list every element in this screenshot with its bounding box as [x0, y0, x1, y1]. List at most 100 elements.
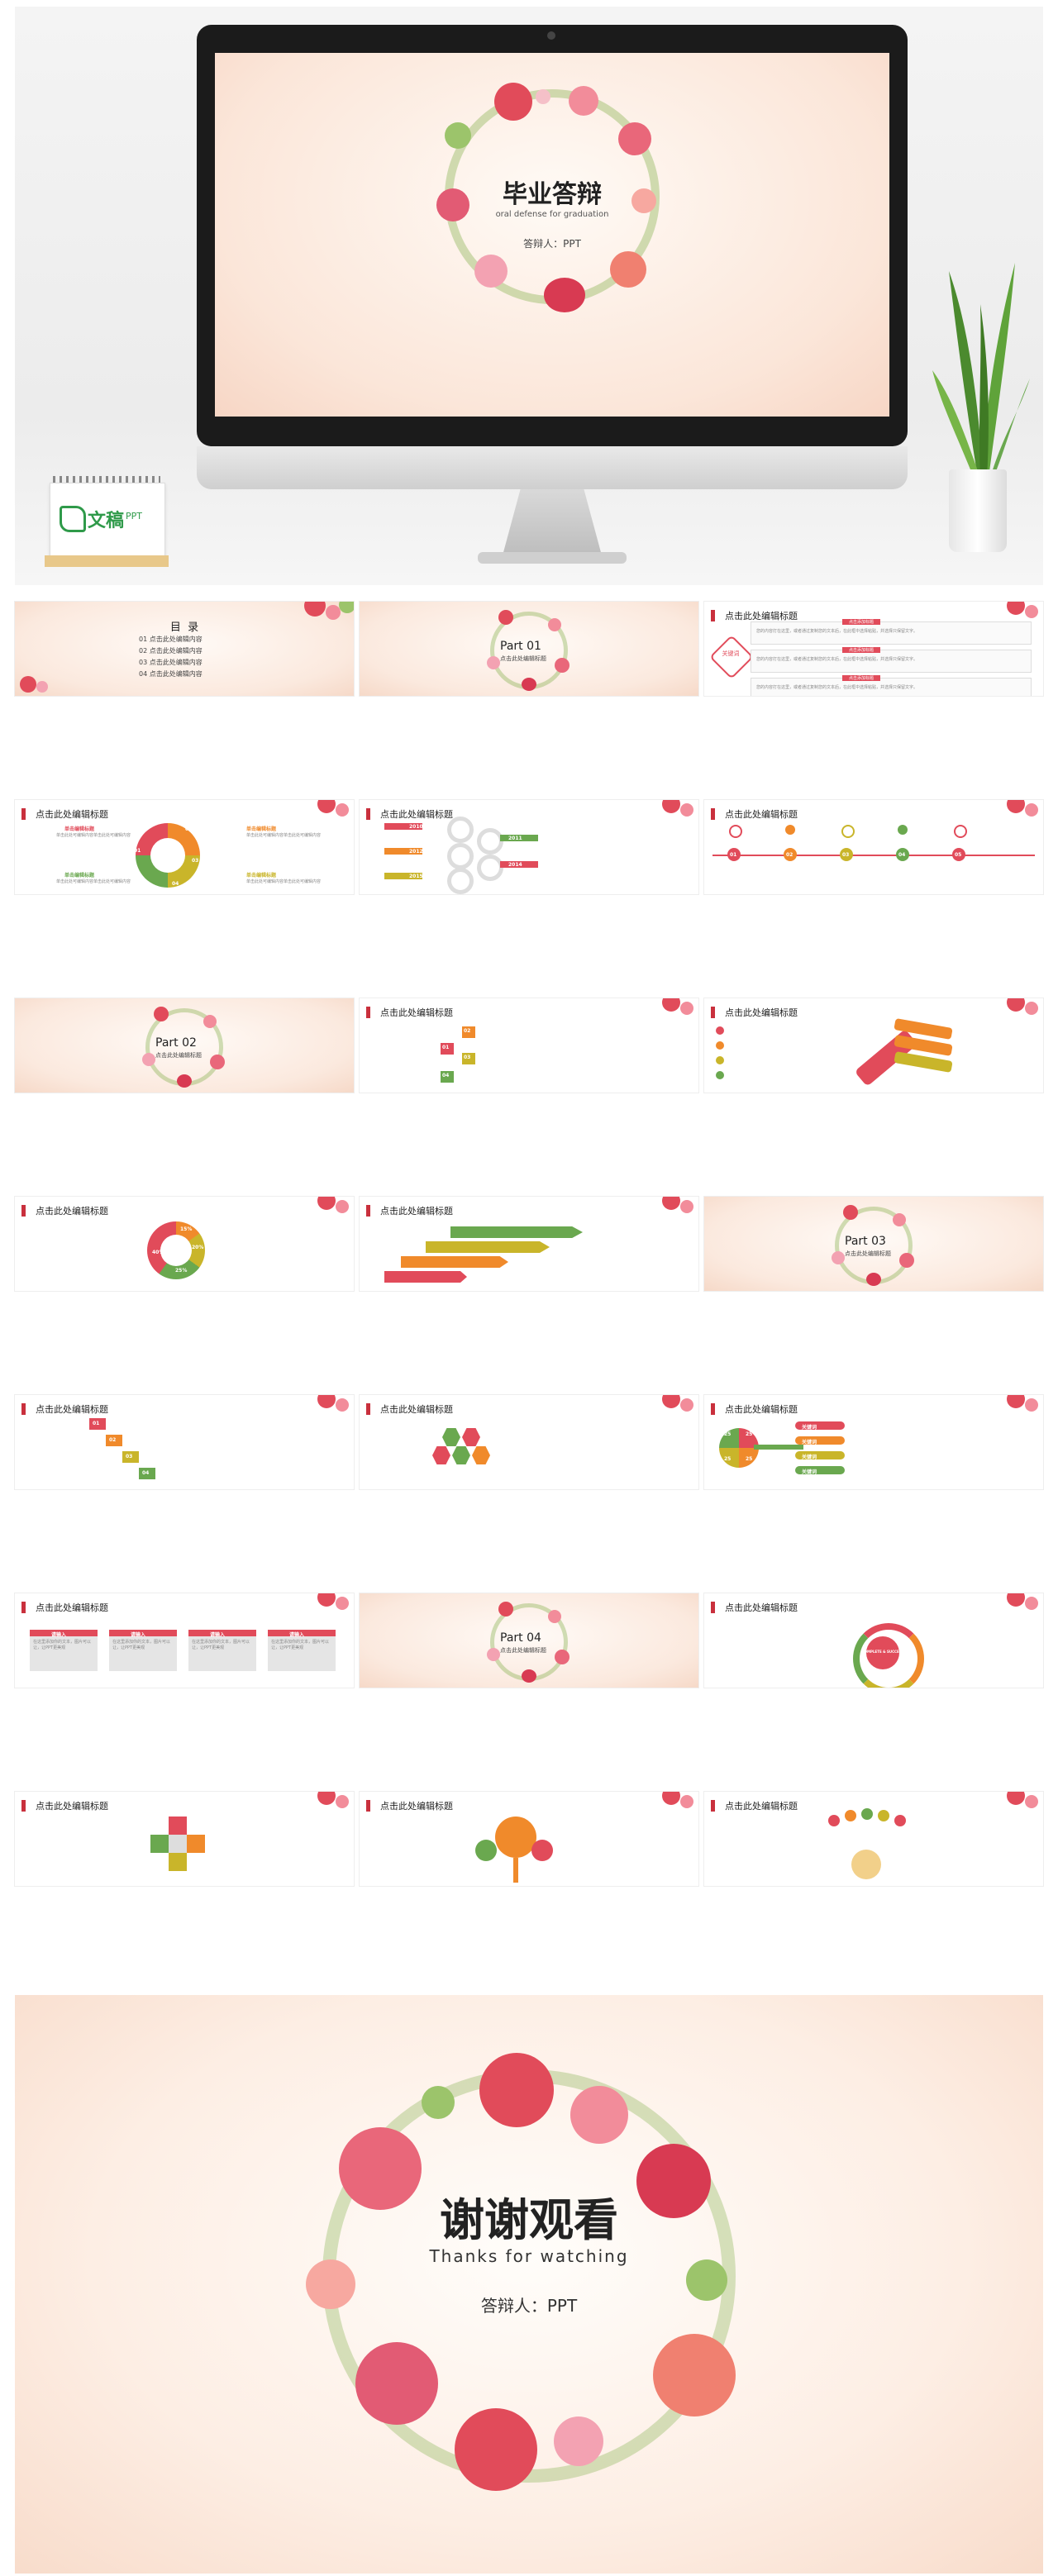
ribbon-number: 02 — [109, 1437, 116, 1443]
column-body: 在这里添加你的文本，图片可以让，让PPT更美观 — [33, 1640, 94, 1651]
slide-keyword: 点击此处编辑标题 关键词 点击添加标题 您的内容打在这里，或者通过复制您的文本后… — [704, 602, 1043, 696]
petal-value: 25 — [724, 1431, 731, 1437]
year-label: 2012 — [409, 849, 423, 855]
slide-part-02: Part 02 点击此处编辑标题 — [15, 998, 354, 1093]
slide-stairs: 点击此处编辑标题 02 01 03 04 — [360, 998, 698, 1093]
part-title: Part 04 — [500, 1631, 541, 1645]
slide-tree: 点击此处编辑标题 — [360, 1792, 698, 1886]
stair-number: 01 — [442, 1045, 449, 1050]
slide-cycle: 点击此处编辑标题 01 02 03 04 单击编辑标题 单击此处可编辑内容单击此… — [15, 800, 354, 894]
slide-title: 点击此处编辑标题 — [725, 1601, 798, 1614]
stair-number: 03 — [464, 1055, 470, 1060]
cycle-number: 02 — [185, 826, 192, 832]
cycle-label: 单击编辑标题 — [64, 825, 94, 832]
ribbon-number: 03 — [126, 1454, 132, 1459]
petal-value: 25 — [746, 1431, 752, 1437]
toc-item-2[interactable]: 02 点击此处编辑内容 — [139, 646, 203, 655]
monitor-screen: 毕业答辩 oral defense for graduation 答辩人：PPT — [215, 53, 889, 417]
cycle-number: 04 — [172, 881, 179, 887]
timeline-number: 02 — [786, 852, 793, 858]
stair-number: 02 — [464, 1028, 470, 1034]
monitor-stand-base — [478, 552, 627, 564]
part-title: Part 01 — [500, 640, 541, 653]
year-label: 2014 — [508, 862, 522, 868]
keyword-item-title: 点击添加标题 — [842, 675, 880, 681]
stair-number: 04 — [442, 1073, 449, 1078]
keyword-item-body: 您的内容打在这里，或者通过复制您的文本后，在此框中选择粘贴，并选择只保留文字。 — [756, 629, 1021, 635]
toc-item-1[interactable]: 01 点击此处编辑内容 — [139, 635, 203, 644]
slide-years: 点击此处编辑标题 2010 2012 2015 2011 2014 — [360, 800, 698, 894]
column-body: 在这里添加你的文本，图片可以让，让PPT更美观 — [112, 1640, 174, 1651]
slide-title: 点击此处编辑标题 — [36, 1601, 108, 1614]
slide-columns: 点击此处编辑标题 请输入 在这里添加你的文本，图片可以让，让PPT更美观 请输入… — [15, 1593, 354, 1688]
cycle-body: 单击此处可编辑内容单击此处可编辑内容 — [246, 879, 329, 885]
cycle-label: 单击编辑标题 — [64, 871, 94, 879]
monitor: 毕业答辩 oral defense for graduation 答辩人：PPT — [197, 25, 908, 446]
year-label: 2010 — [409, 824, 423, 830]
slide-spiral: 点击此处编辑标题 COMPLETE & SUCCESS — [704, 1593, 1043, 1688]
timeline-number: 03 — [842, 852, 849, 858]
cycle-label: 单击编辑标题 — [246, 825, 276, 832]
part-title: Part 03 — [845, 1235, 886, 1248]
column-header: 请输入 — [51, 1631, 66, 1638]
slide-cross: 点击此处编辑标题 — [15, 1792, 354, 1886]
slide-title: 点击此处编辑标题 — [36, 1204, 108, 1217]
slide-part-04: Part 04 点击此处编辑标题 — [360, 1593, 698, 1688]
keyword-label: 关键词 — [719, 650, 742, 658]
logo-icon — [60, 506, 86, 532]
toc-title: 目 录 — [15, 618, 354, 634]
slide-donut: 点击此处编辑标题 40% 15% 20% 25% — [15, 1197, 354, 1291]
petal-label: 关键词 — [802, 1423, 817, 1431]
ribbon-number: 01 — [93, 1421, 99, 1426]
toc-item-4[interactable]: 04 点击此处编辑内容 — [139, 669, 203, 679]
cycle-number: 03 — [192, 858, 198, 864]
donut-value: 15% — [180, 1226, 192, 1232]
slide-title: 点击此处编辑标题 — [36, 1402, 108, 1416]
slide-title: 点击此处编辑标题 — [380, 1006, 453, 1019]
column-header: 请输入 — [131, 1631, 145, 1638]
cycle-body: 单击此处可编辑内容单击此处可编辑内容 — [56, 879, 131, 885]
timeline-number: 04 — [898, 852, 905, 858]
part-subtitle: 点击此处编辑标题 — [500, 655, 546, 663]
ending-slide: 谢谢观看 Thanks for watching 答辩人：PPT — [15, 1995, 1043, 2574]
part-subtitle: 点击此处编辑标题 — [155, 1051, 202, 1059]
slide-title: 点击此处编辑标题 — [725, 1006, 798, 1019]
slide-arrows: 点击此处编辑标题 — [360, 1197, 698, 1291]
slide-title: 点击此处编辑标题 — [36, 807, 108, 821]
ending-title: 谢谢观看 — [15, 2183, 1043, 2249]
slide-title: 点击此处编辑标题 — [380, 1204, 453, 1217]
keyword-item-body: 您的内容打在这里，或者通过复制您的文本后，在此框中选择粘贴，并选择只保留文字。 — [756, 685, 1021, 691]
donut-value: 25% — [175, 1268, 187, 1274]
year-label: 2011 — [508, 836, 522, 841]
column-header: 请输入 — [289, 1631, 304, 1638]
slide-lightbulb: 点击此处编辑标题 — [704, 1792, 1043, 1886]
column-header: 请输入 — [210, 1631, 225, 1638]
slide-title: 点击此处编辑标题 — [380, 1402, 453, 1416]
slide-title: 点击此处编辑标题 — [725, 807, 798, 821]
cycle-diagram — [132, 820, 203, 891]
monitor-chin — [197, 446, 908, 489]
petal-label: 关键词 — [802, 1453, 817, 1460]
keyword-item-title: 点击添加标题 — [842, 647, 880, 653]
slide-title: 点击此处编辑标题 — [36, 1799, 108, 1812]
slide-part-01: Part 01 点击此处编辑标题 — [360, 602, 698, 696]
hero-title: 毕业答辩 — [215, 174, 889, 210]
slide-title: 点击此处编辑标题 — [380, 807, 453, 821]
slide-title: 点击此处编辑标题 — [725, 1402, 798, 1416]
monitor-stand — [503, 489, 602, 555]
ending-presenter: 答辩人：PPT — [15, 2293, 1043, 2316]
ending-subtitle: Thanks for watching — [15, 2246, 1043, 2266]
slide-hexagons: 点击此处编辑标题 — [360, 1395, 698, 1489]
slide-title: 点击此处编辑标题 — [725, 1799, 798, 1812]
hero-subtitle: oral defense for graduation — [215, 210, 889, 219]
cycle-body: 单击此处可编辑内容单击此处可编辑内容 — [246, 833, 329, 839]
slide-petals: 点击此处编辑标题 25 25 25 25 关键词 关键词 关键词 关键词 — [704, 1395, 1043, 1489]
petal-label: 关键词 — [802, 1468, 817, 1475]
flower-wreath — [322, 2069, 736, 2483]
spiral-label: COMPLETE & SUCCESS — [860, 1650, 906, 1654]
hero-mockup: 毕业答辩 oral defense for graduation 答辩人：PPT… — [15, 7, 1043, 585]
slide-timeline: 点击此处编辑标题 01 02 03 04 05 — [704, 800, 1043, 894]
desk-calendar: 文稿 PPT — [45, 476, 169, 567]
toc-item-3[interactable]: 03 点击此处编辑内容 — [139, 658, 203, 667]
ribbon-number: 04 — [142, 1470, 149, 1476]
